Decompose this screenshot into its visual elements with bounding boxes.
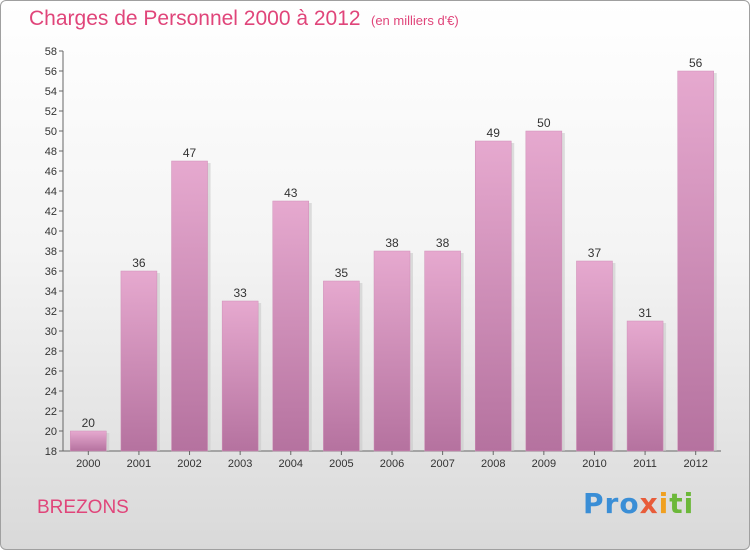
data-label: 56: [689, 56, 703, 70]
x-tick-label: 2002: [177, 458, 201, 470]
x-tick-label: 2012: [683, 458, 707, 470]
logo-part-4: ti: [669, 487, 695, 520]
bar: [474, 140, 512, 452]
data-label: 33: [233, 286, 247, 300]
logo-part-3: i: [658, 487, 670, 520]
x-tick-label: 2003: [228, 458, 252, 470]
x-tick-label: 2004: [279, 458, 303, 470]
y-tick-label: 36: [45, 266, 57, 278]
y-tick-label: 24: [45, 386, 57, 398]
y-tick-label: 28: [45, 346, 57, 358]
x-tick-label: 2010: [582, 458, 606, 470]
x-tick-label: 2009: [532, 458, 556, 470]
x-tick-label: 2006: [380, 458, 404, 470]
y-tick-label: 42: [45, 206, 57, 218]
y-tick-label: 30: [45, 326, 57, 338]
y-tick-label: 38: [45, 246, 57, 258]
data-label: 38: [436, 236, 450, 250]
data-label: 37: [588, 246, 602, 260]
bar: [424, 250, 461, 452]
y-tick-label: 26: [45, 366, 57, 378]
y-tick-label: 54: [45, 86, 57, 98]
data-label: 20: [82, 416, 96, 430]
y-tick-label: 32: [45, 306, 57, 318]
bar: [525, 130, 563, 452]
proxiti-logo: Proxiti: [583, 487, 694, 520]
x-tick-label: 2000: [76, 458, 100, 470]
y-tick-label: 48: [45, 146, 57, 158]
data-label: 36: [132, 256, 146, 270]
chart-subtitle: (en milliers d'€): [371, 13, 459, 28]
commune-name: BREZONS: [37, 497, 129, 518]
data-label: 43: [284, 186, 298, 200]
x-tick-label: 2001: [127, 458, 151, 470]
bar: [323, 280, 360, 452]
y-tick-label: 34: [45, 286, 57, 298]
bar: [373, 250, 411, 452]
x-tick-label: 2007: [430, 458, 454, 470]
y-tick-label: 44: [45, 186, 57, 198]
bar: [272, 200, 310, 452]
y-tick-label: 18: [45, 446, 57, 458]
bar: [120, 270, 158, 452]
y-tick-label: 20: [45, 426, 57, 438]
y-tick-label: 58: [45, 46, 57, 58]
y-tick-label: 50: [45, 126, 57, 138]
x-tick-label: 2005: [329, 458, 353, 470]
bar: [221, 300, 259, 452]
data-label: 38: [385, 236, 399, 250]
y-tick-label: 46: [45, 166, 57, 178]
bar: [171, 160, 208, 452]
bar: [626, 320, 664, 452]
data-label: 49: [487, 126, 501, 140]
data-label: 31: [638, 306, 652, 320]
y-tick-label: 22: [45, 406, 57, 418]
logo-part-1: Pro: [583, 487, 640, 520]
bar: [70, 430, 107, 452]
chart-title: Charges de Personnel 2000 à 2012: [29, 7, 361, 30]
x-tick-label: 2011: [633, 458, 657, 470]
bar: [677, 70, 714, 452]
bar: [576, 260, 613, 452]
y-tick-label: 40: [45, 226, 57, 238]
y-tick-label: 56: [45, 66, 57, 78]
data-label: 35: [335, 266, 349, 280]
data-label: 50: [537, 116, 551, 130]
y-tick-label: 52: [45, 106, 57, 118]
x-tick-label: 2008: [481, 458, 505, 470]
logo-part-2: x: [639, 487, 659, 520]
data-label: 47: [183, 146, 197, 160]
